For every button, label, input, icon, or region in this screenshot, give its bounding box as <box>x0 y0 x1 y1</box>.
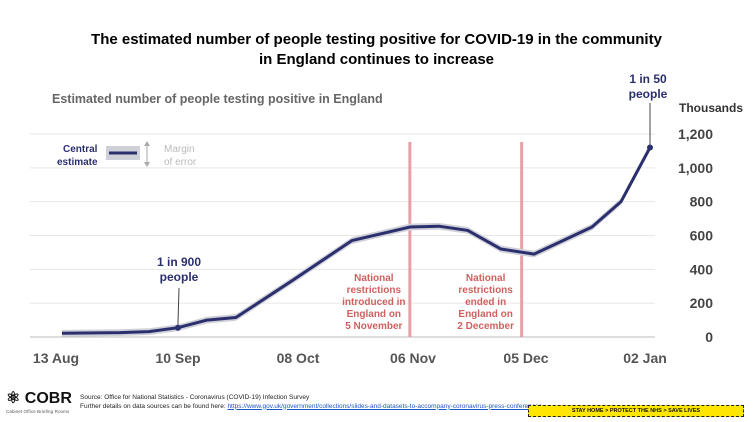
y-tick-label: 600 <box>690 228 714 244</box>
event-label-line: National <box>354 273 394 284</box>
x-tick-label: 06 Nov <box>390 350 436 366</box>
source-note: Source: Office for National Statistics -… <box>80 394 542 411</box>
details-text: Further details on data sources can be f… <box>80 402 226 410</box>
stay-home-banner: STAY HOME > PROTECT THE NHS > SAVE LIVES <box>528 405 744 417</box>
cobr-logo: ⚛ COBR Cabinet Office Briefing Rooms <box>6 388 72 414</box>
legend-margin-label-line: Margin <box>164 144 195 155</box>
central-estimate-line <box>61 146 652 335</box>
event-label-line: National <box>466 273 506 284</box>
event-label-line: restrictions <box>458 285 513 296</box>
y-tick-label: 400 <box>690 261 714 277</box>
y-tick-label: 1,200 <box>678 126 713 142</box>
y-tick-label: 0 <box>705 329 713 345</box>
event-label-line: restrictions <box>347 285 402 296</box>
legend-central-label-line: estimate <box>57 157 98 168</box>
x-tick-label: 05 Dec <box>503 350 548 366</box>
y-tick-label: 200 <box>690 295 714 311</box>
y-axis-units-label: Thousands <box>679 101 744 115</box>
source-link[interactable]: https://www.gov.uk/government/collection… <box>227 402 542 410</box>
page-title-line-2: in England continues to increase <box>258 51 495 68</box>
logo-text: COBR <box>24 390 72 407</box>
y-tick-label: 1,000 <box>678 160 713 176</box>
legend-margin-label-line: of error <box>164 157 197 168</box>
x-tick-label: 10 Sep <box>155 350 200 366</box>
logo-subtext: Cabinet Office Briefing Rooms <box>6 409 70 414</box>
annotation-marker <box>647 144 653 151</box>
crest-icon: ⚛ <box>6 390 21 407</box>
page-title-line-1: The estimated number of people testing p… <box>91 31 662 48</box>
event-label-line: 2 December <box>457 321 514 332</box>
legend-arrow-up-icon <box>144 141 150 146</box>
event-label-line: ended in <box>465 297 506 308</box>
source-line: Source: Office for National Statistics -… <box>80 394 310 401</box>
annotation-label-line: 1 in 900 <box>157 255 201 269</box>
event-label-line: 5 November <box>345 321 402 332</box>
legend-arrow-down-icon <box>144 162 150 167</box>
annotation-connector <box>177 287 180 325</box>
annotation-marker <box>174 324 181 331</box>
x-tick-label: 02 Jan <box>623 350 667 366</box>
annotation-label-line: people <box>160 270 199 284</box>
event-label-line: introduced in <box>342 297 405 308</box>
event-label-line: England on <box>458 309 512 320</box>
chart-subtitle: Estimated number of people testing posit… <box>52 92 383 106</box>
details-line: Further details on data sources can be f… <box>80 403 542 412</box>
y-tick-label: 800 <box>690 194 714 210</box>
annotation-label-line: people <box>629 87 668 101</box>
event-label-line: England on <box>347 309 401 320</box>
legend-central-label-line: Central <box>63 144 98 155</box>
annotation-label-line: 1 in 50 <box>629 72 667 86</box>
x-tick-label: 08 Oct <box>277 350 320 366</box>
x-tick-label: 13 Aug <box>33 350 79 366</box>
